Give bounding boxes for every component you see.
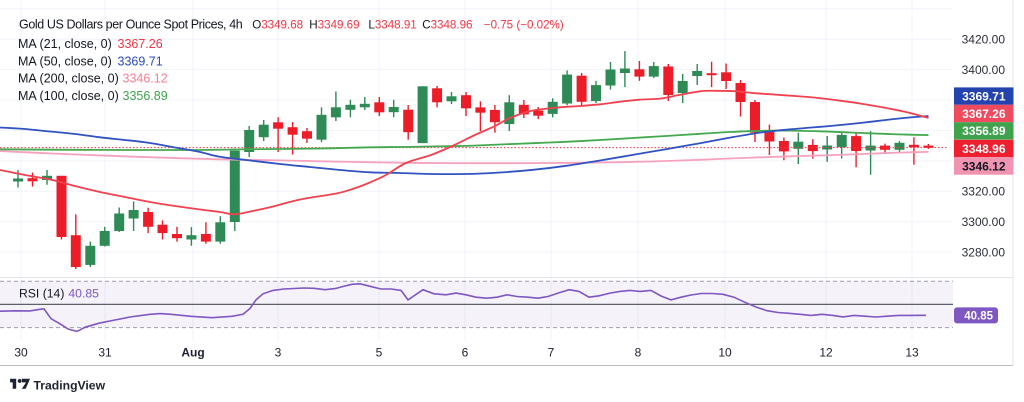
svg-text:3: 3: [275, 346, 282, 360]
svg-text:RSI (14)40.85: RSI (14) 40.85: [19, 286, 99, 300]
svg-text:8: 8: [635, 346, 642, 360]
svg-text:3356.89: 3356.89: [962, 124, 1006, 138]
svg-text:TradingView: TradingView: [34, 379, 106, 393]
svg-text:3346.12: 3346.12: [962, 159, 1006, 173]
svg-text:MA (50, close, 0)3369.71: MA (50, close, 0) 3369.71: [18, 54, 163, 68]
svg-text:Gold US Dollars per Ounce Spot: Gold US Dollars per Ounce Spot Prices, 4…: [19, 18, 243, 32]
svg-text:13: 13: [905, 346, 919, 360]
svg-text:−0.75 (−0.02%): −0.75 (−0.02%): [484, 19, 564, 32]
svg-text:C3348.96: C3348.96: [422, 19, 472, 32]
svg-text:3320.00: 3320.00: [962, 185, 1006, 199]
svg-text:MA (21, close, 0)3367.26: MA (21, close, 0) 3367.26: [18, 37, 163, 51]
svg-text:3369.71: 3369.71: [962, 89, 1006, 103]
svg-text:L3348.91: L3348.91: [368, 19, 416, 32]
svg-text:Aug: Aug: [181, 346, 204, 360]
svg-text:3300.00: 3300.00: [962, 215, 1006, 229]
svg-text:3420.00: 3420.00: [962, 32, 1006, 46]
svg-text:3367.26: 3367.26: [962, 107, 1006, 121]
svg-text:6: 6: [462, 346, 469, 360]
svg-text:3280.00: 3280.00: [962, 245, 1006, 259]
svg-text:31: 31: [98, 346, 112, 360]
svg-text:7: 7: [548, 346, 555, 360]
svg-text:MA (200, close, 0)3346.12: MA (200, close, 0) 3346.12: [18, 72, 168, 86]
svg-text:H3349.69: H3349.69: [309, 19, 359, 32]
svg-text:3348.96: 3348.96: [962, 142, 1006, 156]
svg-text:30: 30: [14, 346, 28, 360]
svg-text:MA (100, close, 0)3356.89: MA (100, close, 0) 3356.89: [18, 89, 168, 103]
svg-text:10: 10: [718, 346, 732, 360]
svg-text:40.85: 40.85: [964, 311, 993, 323]
svg-text:3400.00: 3400.00: [962, 63, 1006, 77]
svg-text:12: 12: [819, 346, 833, 360]
svg-text:O3349.68: O3349.68: [252, 19, 303, 32]
svg-text:5: 5: [376, 346, 383, 360]
